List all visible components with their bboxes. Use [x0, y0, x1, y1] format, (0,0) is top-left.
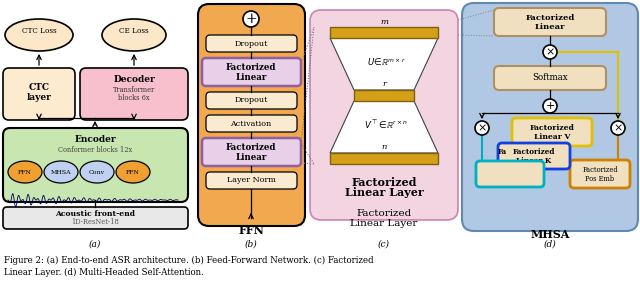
Text: FFN: FFN [126, 170, 140, 174]
Text: Dropout: Dropout [234, 96, 268, 105]
Text: MHSA: MHSA [51, 170, 71, 174]
Ellipse shape [8, 161, 42, 183]
Text: Factorized: Factorized [226, 64, 276, 73]
FancyBboxPatch shape [310, 10, 458, 220]
FancyBboxPatch shape [206, 172, 297, 189]
Ellipse shape [80, 161, 114, 183]
Text: 1D-ResNet-18: 1D-ResNet-18 [71, 218, 119, 226]
Polygon shape [330, 101, 438, 153]
Text: r: r [382, 80, 386, 88]
Ellipse shape [116, 161, 150, 183]
FancyBboxPatch shape [206, 115, 297, 132]
Text: ×: × [613, 123, 623, 133]
Text: (b): (b) [244, 240, 257, 248]
Circle shape [543, 99, 557, 113]
FancyBboxPatch shape [206, 92, 297, 109]
Ellipse shape [5, 19, 73, 51]
FancyBboxPatch shape [3, 128, 188, 202]
Text: FFN: FFN [18, 170, 32, 174]
Text: Dropout: Dropout [234, 39, 268, 47]
FancyBboxPatch shape [476, 161, 544, 187]
Circle shape [475, 121, 489, 135]
Polygon shape [330, 153, 438, 164]
Text: m: m [380, 18, 388, 26]
Text: blocks 6x: blocks 6x [118, 94, 150, 102]
Circle shape [243, 11, 259, 27]
Text: +: + [245, 12, 257, 26]
Text: Factorized: Factorized [525, 14, 575, 22]
FancyBboxPatch shape [498, 143, 570, 169]
FancyBboxPatch shape [462, 3, 638, 231]
Text: Linear: Linear [236, 154, 267, 162]
Text: Figure 2: (a) End-to-end ASR architecture. (b) Feed-Forward Network. (c) Factori: Figure 2: (a) End-to-end ASR architectur… [4, 256, 374, 265]
Text: ×: × [477, 123, 486, 133]
FancyBboxPatch shape [3, 207, 188, 229]
Text: n: n [381, 143, 387, 151]
Text: CTC: CTC [29, 84, 49, 92]
Text: Linear Layer. (d) Multi-Headed Self-Attention.: Linear Layer. (d) Multi-Headed Self-Atte… [4, 268, 204, 277]
FancyBboxPatch shape [3, 68, 75, 120]
Text: Conv: Conv [89, 170, 105, 174]
Polygon shape [330, 38, 438, 90]
Text: Linear Q: Linear Q [494, 175, 526, 183]
Text: $U\!\in\!\mathbb{R}^{m\times r}$: $U\!\in\!\mathbb{R}^{m\times r}$ [367, 56, 406, 68]
FancyBboxPatch shape [202, 138, 301, 166]
Circle shape [543, 45, 557, 59]
Ellipse shape [44, 161, 78, 183]
Text: ×: × [545, 47, 555, 57]
Text: layer: layer [27, 94, 51, 103]
Text: Softmax: Softmax [532, 73, 568, 83]
FancyBboxPatch shape [570, 160, 630, 188]
Text: FFN: FFN [238, 225, 264, 236]
Text: Decoder: Decoder [113, 76, 155, 84]
Text: Linear K: Linear K [516, 157, 552, 165]
Text: CE Loss: CE Loss [119, 27, 149, 35]
Text: Conformer blocks 12x: Conformer blocks 12x [58, 146, 132, 154]
Text: Linear Layer: Linear Layer [344, 188, 424, 199]
Text: Factorized: Factorized [529, 124, 575, 132]
Text: Activation: Activation [230, 120, 271, 128]
Text: +: + [545, 101, 555, 111]
FancyBboxPatch shape [512, 118, 592, 146]
Ellipse shape [102, 19, 166, 51]
FancyBboxPatch shape [202, 58, 301, 86]
FancyBboxPatch shape [198, 4, 305, 226]
Text: Factorized: Factorized [226, 144, 276, 152]
Text: Layer Norm: Layer Norm [227, 177, 275, 185]
Text: MHSA: MHSA [531, 229, 570, 240]
Text: Linear: Linear [535, 23, 565, 31]
Text: Transformer: Transformer [113, 86, 155, 94]
Polygon shape [354, 90, 414, 101]
Text: Factorized: Factorized [491, 166, 529, 174]
Text: $V^\top\!\in\!\mathbb{R}^{r\times n}$: $V^\top\!\in\!\mathbb{R}^{r\times n}$ [364, 119, 408, 131]
Circle shape [611, 121, 625, 135]
Text: Acoustic front-end: Acoustic front-end [55, 210, 135, 218]
Text: CTC Loss: CTC Loss [22, 27, 56, 35]
Text: (c): (c) [378, 240, 390, 248]
Text: Linear: Linear [236, 73, 267, 83]
Text: Linear V: Linear V [534, 133, 570, 141]
Text: (d): (d) [543, 240, 556, 248]
Text: Factorized: Factorized [351, 177, 417, 188]
Text: Pos Emb: Pos Emb [586, 175, 614, 183]
Text: Factorized: Factorized [513, 148, 556, 156]
Text: Linear Layer: Linear Layer [350, 219, 418, 229]
Text: (a): (a) [89, 240, 101, 248]
FancyBboxPatch shape [494, 66, 606, 90]
Text: Factorized: Factorized [582, 166, 618, 174]
FancyBboxPatch shape [80, 68, 188, 120]
Polygon shape [330, 27, 438, 38]
FancyBboxPatch shape [494, 8, 606, 36]
Text: Fa: Fa [498, 148, 507, 156]
Text: Factorized: Factorized [356, 210, 412, 218]
Text: Encoder: Encoder [74, 136, 116, 144]
FancyBboxPatch shape [206, 35, 297, 52]
